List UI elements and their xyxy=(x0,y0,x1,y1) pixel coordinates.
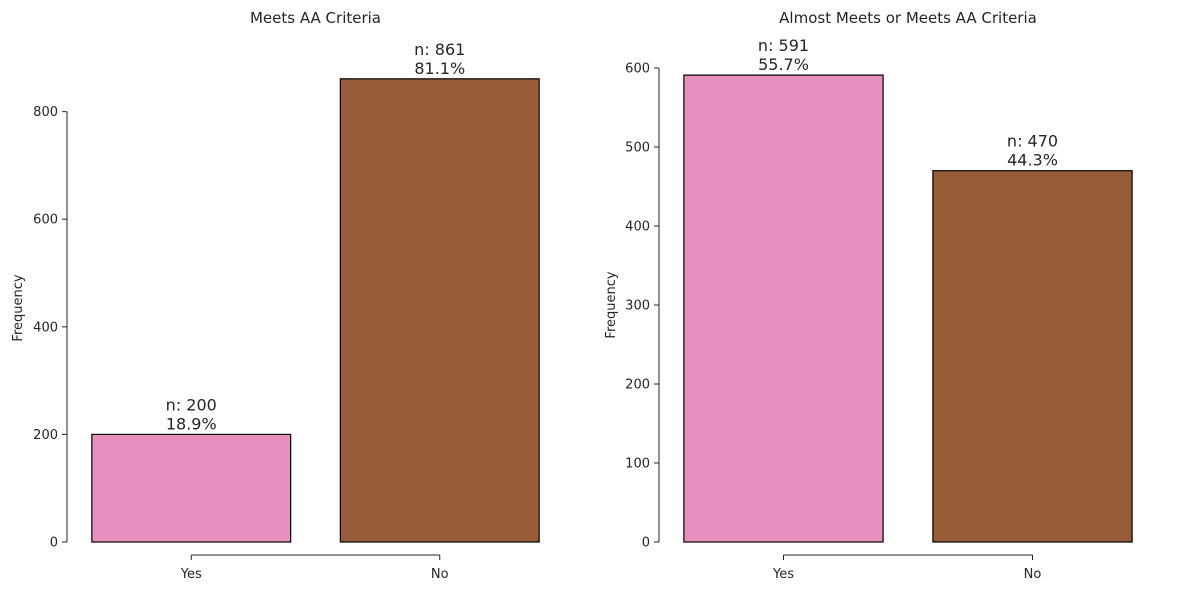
y-tick-label: 800 xyxy=(33,105,58,120)
y-axis-label: Frequency xyxy=(11,274,26,341)
y-tick-label: 300 xyxy=(625,299,650,314)
bar-count-label: n: 861 xyxy=(414,40,465,59)
bar-count-label: n: 591 xyxy=(758,36,809,55)
y-tick-label: 100 xyxy=(625,457,650,472)
y-tick-label: 400 xyxy=(625,220,650,235)
x-tick-label: Yes xyxy=(180,567,202,582)
chart-title: Meets AA Criteria xyxy=(250,9,381,27)
chart-title: Almost Meets or Meets AA Criteria xyxy=(779,9,1037,27)
bar-percent-label: 18.9% xyxy=(166,414,217,433)
bar-percent-label: 44.3% xyxy=(1007,151,1058,170)
bar-yes xyxy=(683,74,884,543)
y-tick-label: 600 xyxy=(625,62,650,77)
x-tick-label: No xyxy=(1024,567,1042,582)
chart-panel-almost-meets-aa: Almost Meets or Meets AA Criteria Frequen… xyxy=(604,9,1133,582)
y-tick-label: 600 xyxy=(33,213,58,228)
bar-count-label: n: 200 xyxy=(166,395,217,414)
bar-no xyxy=(339,78,540,543)
y-tick-label: 200 xyxy=(33,428,58,443)
bar-percent-label: 81.1% xyxy=(414,59,465,78)
y-axis-label: Frequency xyxy=(604,271,619,338)
bar-percent-label: 55.7% xyxy=(758,55,809,74)
y-tick-label: 0 xyxy=(642,536,650,551)
bar-count-label: n: 470 xyxy=(1007,132,1058,151)
y-tick-label: 500 xyxy=(625,141,650,156)
y-tick-label: 200 xyxy=(625,378,650,393)
bar-yes xyxy=(91,433,292,543)
x-tick-label: No xyxy=(431,567,449,582)
y-tick-label: 0 xyxy=(50,536,58,551)
chart-panel-meets-aa: Meets AA Criteria Frequency 0 200 400 600 800 Y… xyxy=(11,9,540,582)
y-tick-label: 400 xyxy=(33,320,58,335)
bar-no xyxy=(932,170,1133,543)
x-tick-label: Yes xyxy=(772,567,794,582)
